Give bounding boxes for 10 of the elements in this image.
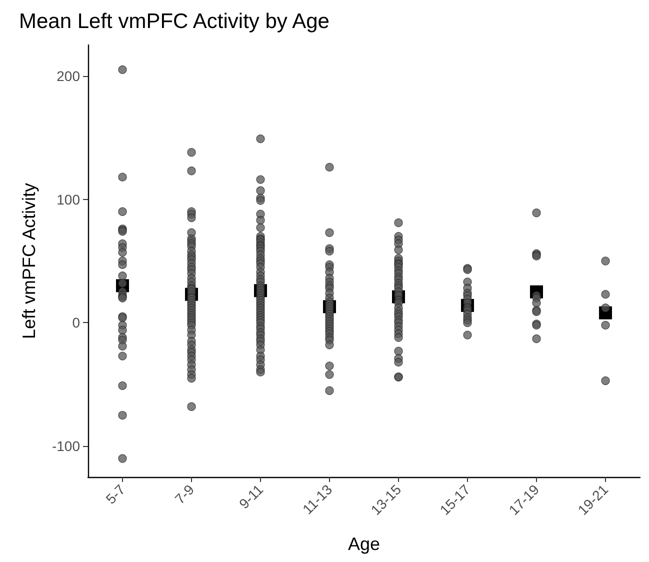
x-axis-title: Age (348, 534, 380, 554)
x-tick-label: 7-9 (172, 481, 198, 507)
y-tick-label: 200 (56, 68, 80, 84)
y-tick-label: 0 (72, 314, 80, 331)
chart-title: Mean Left vmPFC Activity by Age (19, 10, 330, 33)
x-tick-label: 5-7 (102, 481, 128, 507)
x-tick-label: 9-11 (236, 481, 266, 512)
y-axis-title: Left vmPFC Activity (19, 182, 39, 340)
y-tick-label: -100 (52, 438, 80, 454)
y-tick-label: 100 (56, 191, 80, 208)
